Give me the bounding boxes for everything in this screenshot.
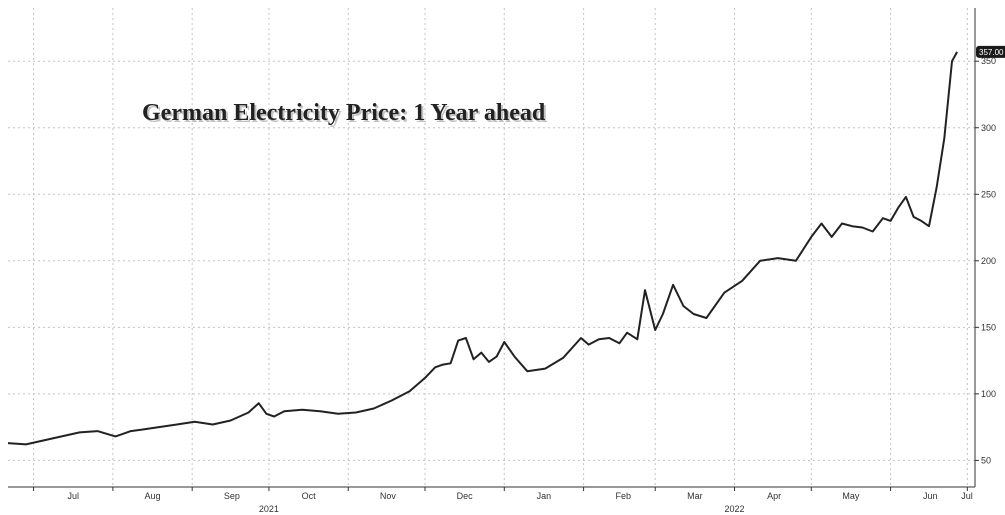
year-label: 2021 <box>259 504 279 514</box>
x-tick-label: Mar <box>687 491 703 501</box>
x-tick-label: Jul <box>961 491 973 501</box>
series-line <box>7 51 958 446</box>
y-tick-label: 100 <box>981 389 996 399</box>
x-tick-label: Jan <box>537 491 552 501</box>
x-tick-label: Jul <box>67 491 79 501</box>
x-tick-label: Sep <box>224 491 240 501</box>
y-tick-label: 250 <box>981 189 996 199</box>
y-tick-label: 300 <box>981 123 996 133</box>
x-tick-label: May <box>842 491 860 501</box>
y-tick-label: 350 <box>981 56 996 66</box>
last-value-badge: 357.00 <box>976 45 1005 58</box>
chart-title-group: German Electricity Price: 1 Year ahead G… <box>142 100 548 128</box>
x-tick-label: Aug <box>145 491 161 501</box>
y-tick-label: 200 <box>981 256 996 266</box>
x-tick-label: Dec <box>457 491 474 501</box>
chart-grid <box>8 8 975 487</box>
chart-axes <box>8 8 976 488</box>
y-tick-label: 150 <box>981 322 996 332</box>
y-axis-ticks: 50 100 150 200 250 300 350 <box>975 56 996 465</box>
last-value-background <box>976 45 1005 58</box>
x-tick-label: Oct <box>302 491 317 501</box>
year-label: 2022 <box>725 504 745 514</box>
x-tick-label: Feb <box>615 491 631 501</box>
x-tick-label: Nov <box>380 491 397 501</box>
y-tick-label: 50 <box>981 455 991 465</box>
x-tick-label: Apr <box>767 491 781 501</box>
x-tick-label: Jun <box>923 491 938 501</box>
chart-title: German Electricity Price: 1 Year ahead <box>142 100 546 126</box>
chart-title-shadow: German Electricity Price: 1 Year ahead <box>144 102 548 128</box>
x-axis-ticks: Jul Aug Sep Oct Nov Dec Jan Feb Mar Apr May Jun Jul 2… <box>33 487 973 514</box>
last-value-label: 357.00 <box>979 48 1004 57</box>
